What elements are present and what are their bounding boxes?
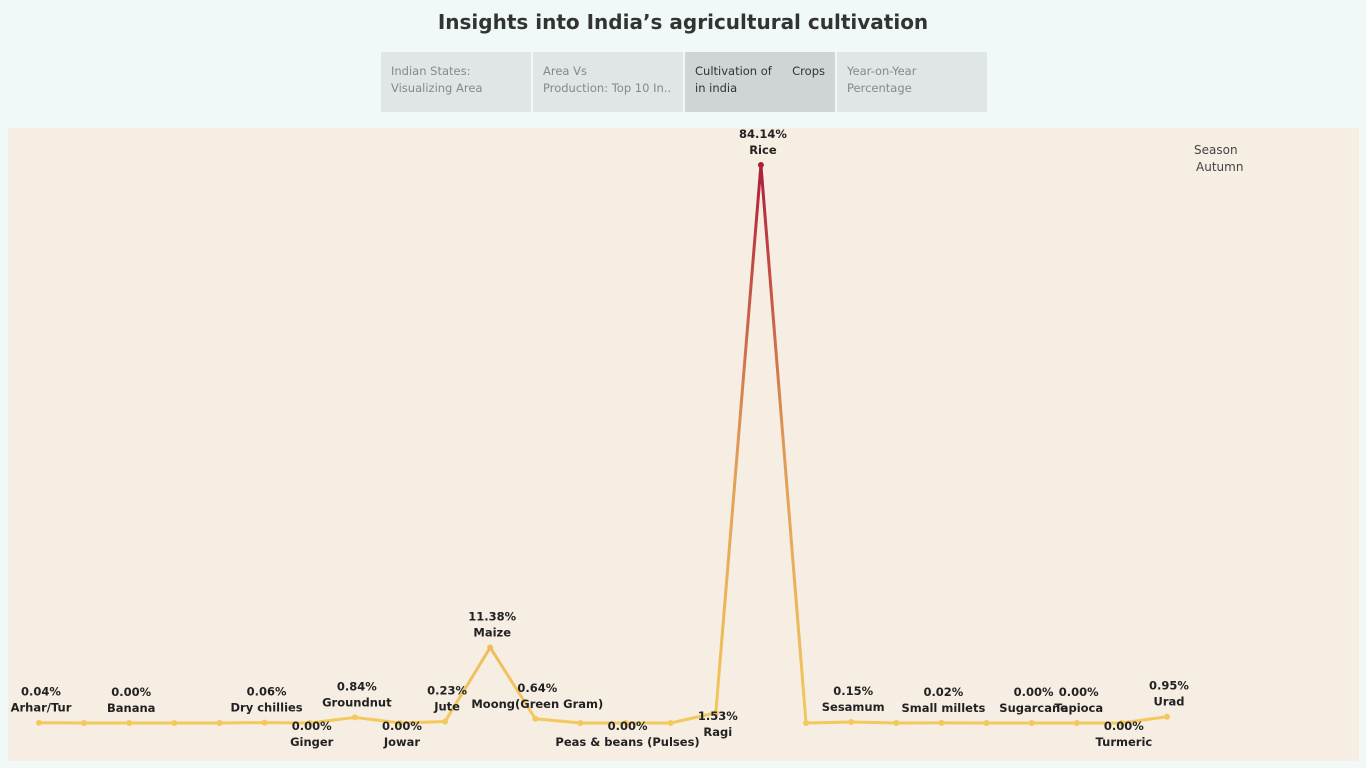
tab-indian-states[interactable]: Indian States: Visualizing Area [381, 52, 531, 112]
data-point[interactable] [803, 720, 810, 726]
tab-area-vs-production[interactable]: Area Vs Production: Top 10 In.. [533, 52, 683, 112]
data-value-label: 0.00% [111, 685, 151, 699]
data-category-label: Ginger [290, 735, 334, 749]
data-category-label: Ragi [703, 725, 732, 739]
data-category-label: Maize [473, 626, 511, 640]
data-point[interactable] [938, 719, 945, 726]
chart-panel: 0.04% Arhar/Tur 0.00% Banana 0.06% Dry chilli… [8, 128, 1359, 761]
data-category-label: Peas & beans (Pulses) [555, 735, 699, 749]
data-point[interactable] [532, 715, 539, 722]
data-point[interactable] [893, 720, 900, 726]
data-category-label: Urad [1153, 695, 1184, 709]
data-point[interactable] [1028, 720, 1035, 726]
data-point[interactable] [848, 719, 855, 726]
tab-label-line1: Area Vs [543, 64, 587, 78]
data-value-label: 0.00% [1104, 719, 1144, 733]
data-category-label: Sugarcane [999, 701, 1068, 715]
data-point[interactable] [757, 162, 764, 168]
data-value-label: 0.06% [247, 685, 287, 699]
data-point[interactable] [1164, 713, 1170, 720]
data-category-label: Groundnut [322, 695, 392, 709]
data-category-label: Dry chillies [231, 701, 303, 715]
tab-label-line1: Cultivation of [695, 64, 772, 78]
tab-label-line1b: Crops [792, 64, 825, 78]
data-point[interactable] [351, 714, 358, 721]
data-point[interactable] [81, 720, 88, 726]
data-value-label: 84.14% [739, 128, 787, 141]
data-category-label: Arhar/Tur [11, 701, 72, 715]
data-value-label: 0.00% [1059, 685, 1099, 699]
data-point[interactable] [442, 718, 449, 725]
series-line [38, 163, 1168, 725]
tab-label-line1: Indian States: [391, 64, 471, 78]
data-point[interactable] [306, 720, 313, 726]
tab-label-line2: Production: Top 10 In.. [543, 81, 672, 95]
data-value-label: 0.00% [382, 719, 422, 733]
data-value-label: 0.23% [427, 683, 467, 697]
data-value-label: 11.38% [468, 610, 516, 624]
data-category-label: Jute [433, 699, 460, 713]
data-category-label: Moong(Green Gram) [471, 697, 603, 711]
data-value-label: 0.02% [923, 685, 963, 699]
data-point[interactable] [216, 720, 223, 726]
data-point[interactable] [126, 720, 133, 726]
data-value-label: 0.00% [292, 719, 332, 733]
data-point[interactable] [983, 720, 990, 726]
tab-label-line2: Percentage [847, 81, 912, 95]
tab-label-line1: Year-on-Year [847, 64, 917, 78]
line-chart: 0.04% Arhar/Tur 0.00% Banana 0.06% Dry chilli… [11, 128, 1190, 749]
tab-label-row: Cultivation of Crops [695, 63, 825, 80]
page-title: Insights into India’s agricultural culti… [437, 10, 929, 34]
data-category-label: Small millets [901, 701, 985, 715]
data-value-label: 0.64% [517, 681, 557, 695]
data-point[interactable] [261, 719, 268, 726]
data-value-label: 0.95% [1149, 679, 1189, 693]
data-point[interactable] [667, 720, 674, 726]
tab-label-line2: in india [695, 81, 738, 95]
data-value-label: 0.04% [21, 685, 61, 699]
data-point[interactable] [712, 709, 719, 716]
data-category-label: Tapioca [1054, 701, 1103, 715]
tab-bar: Indian States: Visualizing Area Area Vs … [381, 52, 987, 112]
legend-title: Season [1194, 143, 1238, 157]
data-value-label: 0.00% [1014, 685, 1054, 699]
data-value-label: 0.84% [337, 679, 377, 693]
data-point[interactable] [1073, 720, 1080, 726]
season-legend: Season Autumn [1194, 142, 1243, 176]
legend-value-autumn[interactable]: Autumn [1196, 160, 1244, 174]
data-point[interactable] [36, 719, 42, 726]
data-point[interactable] [396, 720, 403, 726]
data-point[interactable] [487, 644, 494, 651]
data-point[interactable] [1118, 720, 1125, 726]
data-value-label: 0.00% [608, 719, 648, 733]
data-category-label: Rice [749, 143, 777, 157]
tab-label-line2: Visualizing Area [391, 81, 483, 95]
data-point[interactable] [622, 720, 629, 726]
tab-cultivation-of-crops[interactable]: Cultivation of Crops in india [685, 52, 835, 112]
data-value-label: 0.15% [833, 684, 873, 698]
data-category-label: Sesamum [822, 700, 885, 714]
data-point[interactable] [577, 720, 584, 726]
data-value-label: 1.53% [698, 709, 738, 723]
data-category-label: Turmeric [1096, 735, 1153, 749]
data-category-label: Banana [107, 701, 155, 715]
data-point[interactable] [171, 720, 178, 726]
tab-year-on-year[interactable]: Year-on-Year Percentage [837, 52, 987, 112]
data-category-label: Jowar [383, 735, 421, 749]
